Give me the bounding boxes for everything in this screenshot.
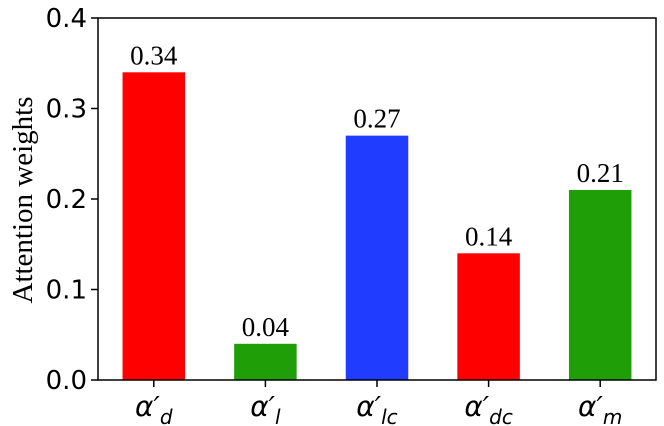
bar <box>122 72 186 381</box>
value-label: 0.27 <box>353 104 400 134</box>
y-tick-label: 0.1 <box>46 276 87 306</box>
value-label: 0.04 <box>242 312 290 342</box>
category-symbol: α′ <box>135 390 160 423</box>
bar <box>345 135 409 380</box>
x-tick-label: α′dc <box>464 390 513 426</box>
category-symbol: α′ <box>578 390 603 423</box>
y-tick-label: 0.0 <box>46 366 87 396</box>
category-subscript: l <box>275 405 281 426</box>
x-tick-label: α′l <box>250 390 281 426</box>
y-tick-label: 0.2 <box>46 185 87 215</box>
value-label: 0.21 <box>577 158 624 188</box>
category-symbol: α′ <box>250 390 275 423</box>
bar <box>568 189 632 380</box>
bar <box>457 253 520 380</box>
category-symbol: α′ <box>464 390 489 423</box>
value-label: 0.14 <box>465 221 513 251</box>
value-label: 0.34 <box>130 40 178 70</box>
category-subscript: lc <box>381 405 398 426</box>
category-symbol: α′ <box>356 390 381 423</box>
x-tick-label: α′lc <box>356 390 397 426</box>
y-tick-label: 0.4 <box>46 4 87 34</box>
bar <box>234 343 297 380</box>
y-tick-label: 0.3 <box>46 95 87 125</box>
category-subscript: dc <box>489 405 513 426</box>
plot-frame <box>97 17 657 381</box>
y-axis-label: Attention weights <box>7 96 39 303</box>
x-tick-label: α′m <box>578 390 622 426</box>
category-subscript: m <box>603 405 622 426</box>
x-tick-label: α′d <box>135 390 173 426</box>
category-subscript: d <box>160 405 173 426</box>
